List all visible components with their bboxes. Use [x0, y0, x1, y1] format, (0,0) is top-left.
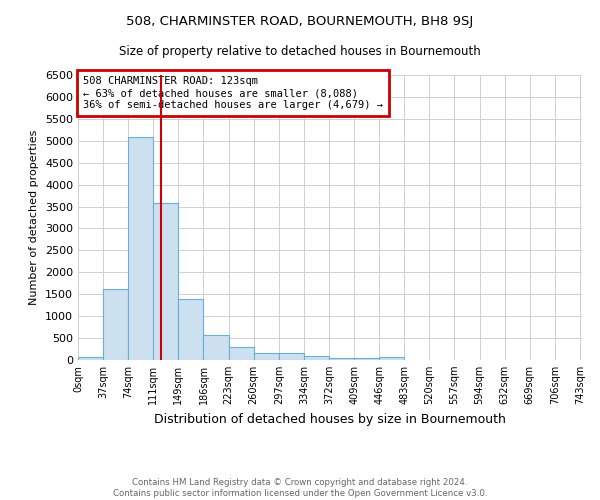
- Text: 508, CHARMINSTER ROAD, BOURNEMOUTH, BH8 9SJ: 508, CHARMINSTER ROAD, BOURNEMOUTH, BH8 …: [127, 15, 473, 28]
- Bar: [329, 358, 354, 360]
- Y-axis label: Number of detached properties: Number of detached properties: [29, 130, 40, 305]
- Bar: [254, 353, 279, 360]
- Bar: [354, 358, 379, 360]
- Text: Size of property relative to detached houses in Bournemouth: Size of property relative to detached ho…: [119, 45, 481, 58]
- Text: Contains HM Land Registry data © Crown copyright and database right 2024.
Contai: Contains HM Land Registry data © Crown c…: [113, 478, 487, 498]
- Bar: [279, 353, 304, 360]
- Bar: [203, 334, 229, 360]
- Bar: [128, 138, 153, 360]
- Bar: [379, 357, 404, 360]
- Bar: [304, 356, 329, 360]
- Bar: [178, 298, 203, 360]
- Bar: [103, 288, 128, 360]
- Bar: [229, 347, 254, 360]
- Bar: [153, 203, 178, 360]
- X-axis label: Distribution of detached houses by size in Bournemouth: Distribution of detached houses by size …: [154, 412, 506, 426]
- Bar: [78, 357, 103, 360]
- Text: 508 CHARMINSTER ROAD: 123sqm
← 63% of detached houses are smaller (8,088)
36% of: 508 CHARMINSTER ROAD: 123sqm ← 63% of de…: [83, 76, 383, 110]
